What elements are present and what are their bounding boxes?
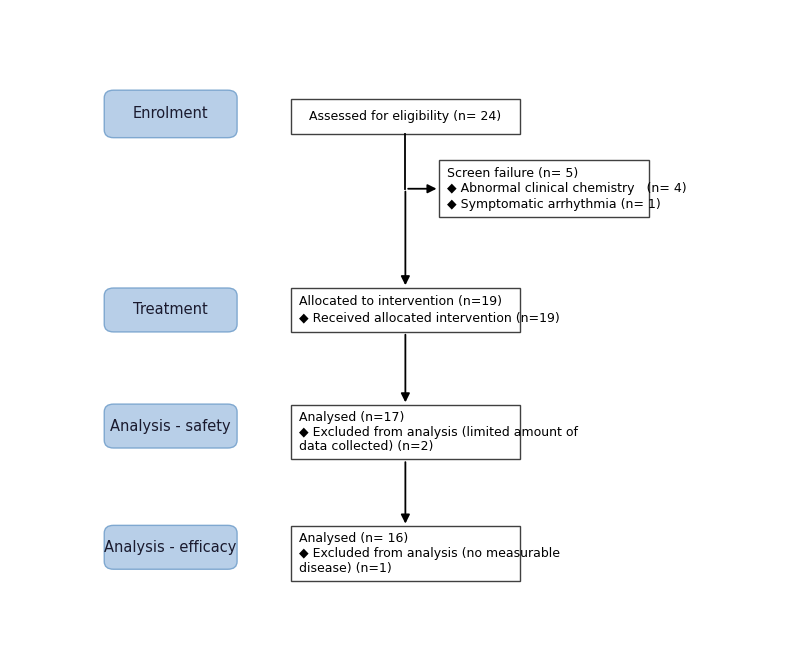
Text: ◆ Abnormal clinical chemistry   (n= 4): ◆ Abnormal clinical chemistry (n= 4) — [447, 182, 686, 195]
Text: data collected) (n=2): data collected) (n=2) — [299, 440, 433, 454]
Text: disease) (n=1): disease) (n=1) — [299, 561, 391, 575]
Text: Analysed (n= 16): Analysed (n= 16) — [299, 533, 408, 545]
FancyBboxPatch shape — [439, 160, 650, 217]
FancyBboxPatch shape — [104, 404, 237, 448]
Text: Analysis - safety: Analysis - safety — [110, 419, 231, 433]
FancyBboxPatch shape — [104, 288, 237, 332]
Text: ◆ Symptomatic arrhythmia (n= 1): ◆ Symptomatic arrhythmia (n= 1) — [447, 198, 661, 211]
Text: Treatment: Treatment — [133, 302, 208, 318]
Text: ◆ Received allocated intervention (n=19): ◆ Received allocated intervention (n=19) — [299, 312, 559, 325]
FancyBboxPatch shape — [104, 90, 237, 137]
Text: Assessed for eligibility (n= 24): Assessed for eligibility (n= 24) — [309, 110, 501, 123]
FancyBboxPatch shape — [291, 527, 520, 581]
Text: Analysed (n=17): Analysed (n=17) — [299, 411, 404, 424]
Text: Analysis - efficacy: Analysis - efficacy — [104, 540, 237, 555]
FancyBboxPatch shape — [291, 405, 520, 460]
FancyBboxPatch shape — [291, 288, 520, 332]
Text: Screen failure (n= 5): Screen failure (n= 5) — [447, 167, 578, 180]
Text: Allocated to intervention (n=19): Allocated to intervention (n=19) — [299, 295, 501, 308]
FancyBboxPatch shape — [104, 525, 237, 569]
Text: ◆ Excluded from analysis (no measurable: ◆ Excluded from analysis (no measurable — [299, 547, 559, 560]
Text: ◆ Excluded from analysis (limited amount of: ◆ Excluded from analysis (limited amount… — [299, 425, 578, 439]
Text: Enrolment: Enrolment — [133, 107, 209, 121]
FancyBboxPatch shape — [291, 99, 520, 134]
